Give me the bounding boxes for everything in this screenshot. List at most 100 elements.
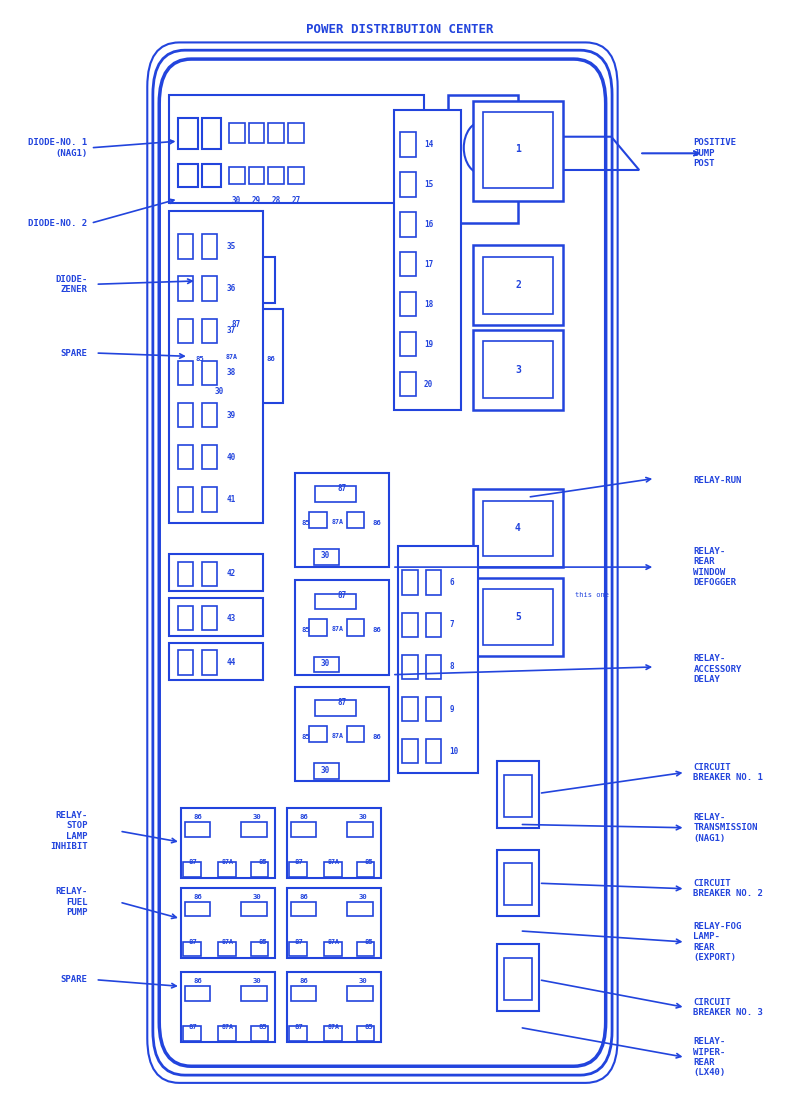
Text: 30: 30 <box>253 979 262 984</box>
Bar <box>290 986 316 1001</box>
Bar <box>400 172 416 197</box>
Text: 87: 87 <box>294 1023 303 1030</box>
Text: 2: 2 <box>515 280 521 290</box>
Bar <box>426 739 442 764</box>
Text: SPARE: SPARE <box>61 975 87 984</box>
Bar <box>402 697 418 722</box>
Bar <box>426 655 442 679</box>
Text: 87A: 87A <box>226 355 238 360</box>
Bar <box>314 764 339 778</box>
Text: 20: 20 <box>424 379 433 388</box>
Text: CIRCUIT
BREAKER NO. 2: CIRCUIT BREAKER NO. 2 <box>694 880 763 898</box>
Bar <box>426 697 442 722</box>
Text: RELAY-
TRANSMISSION
(NAG1): RELAY- TRANSMISSION (NAG1) <box>694 813 758 843</box>
Text: POWER DISTRIBUTION CENTER: POWER DISTRIBUTION CENTER <box>306 22 494 36</box>
Text: POSITIVE
JUMP
POST: POSITIVE JUMP POST <box>694 139 736 168</box>
Text: 85: 85 <box>258 940 267 945</box>
Bar <box>448 95 518 224</box>
Bar <box>474 101 562 201</box>
Text: 1: 1 <box>515 143 521 153</box>
Text: 86: 86 <box>194 894 202 900</box>
Bar <box>347 822 373 836</box>
Bar <box>286 807 381 877</box>
Bar <box>242 986 267 1001</box>
Bar <box>269 167 285 185</box>
Text: 30: 30 <box>214 387 224 396</box>
Bar <box>474 330 562 409</box>
Bar <box>498 944 538 1011</box>
Bar <box>202 445 217 469</box>
Bar <box>402 739 418 764</box>
Bar <box>203 347 221 364</box>
Bar <box>309 619 326 636</box>
Text: RELAY-
ACCESSORY
DELAY: RELAY- ACCESSORY DELAY <box>694 654 742 684</box>
Text: 40: 40 <box>226 453 235 461</box>
Text: DIODE-
ZENER: DIODE- ZENER <box>55 275 87 294</box>
Bar <box>209 322 250 337</box>
Text: 87A: 87A <box>332 626 344 633</box>
Bar <box>202 319 217 342</box>
Bar <box>309 726 326 743</box>
Text: 41: 41 <box>226 495 235 504</box>
Bar <box>185 986 210 1001</box>
Bar <box>202 403 217 427</box>
Text: 87: 87 <box>337 484 346 493</box>
Bar <box>347 986 373 1001</box>
Bar <box>286 972 381 1042</box>
Text: 28: 28 <box>272 196 281 205</box>
Text: RELAY-FOG
LAMP-
REAR
(EXPORT): RELAY-FOG LAMP- REAR (EXPORT) <box>694 922 742 962</box>
Text: 30: 30 <box>253 814 262 820</box>
Text: 86: 86 <box>300 894 309 900</box>
Bar <box>181 807 275 877</box>
Bar <box>183 1026 201 1041</box>
Bar <box>400 292 416 317</box>
Text: DIODE-NO. 1
(NAG1): DIODE-NO. 1 (NAG1) <box>28 138 87 158</box>
Bar <box>474 246 562 326</box>
Text: CIRCUIT
BREAKER NO. 1: CIRCUIT BREAKER NO. 1 <box>694 763 763 782</box>
Bar <box>178 360 193 385</box>
Text: 85: 85 <box>195 356 204 361</box>
Bar <box>202 235 217 259</box>
Bar <box>169 643 263 681</box>
Text: 30: 30 <box>321 552 330 560</box>
Bar <box>178 118 198 149</box>
Text: 85: 85 <box>301 627 310 634</box>
Bar <box>251 862 269 876</box>
Bar <box>314 594 356 609</box>
Bar <box>314 549 339 565</box>
Text: 87A: 87A <box>328 860 340 865</box>
Bar <box>218 862 236 876</box>
Text: RELAY-
REAR
WINDOW
DEFOGGER: RELAY- REAR WINDOW DEFOGGER <box>694 547 736 587</box>
Bar <box>202 118 222 149</box>
Text: 36: 36 <box>226 285 235 294</box>
Text: DIODE-NO. 2: DIODE-NO. 2 <box>28 219 87 228</box>
Bar <box>426 570 442 595</box>
Text: 7: 7 <box>450 620 454 629</box>
Bar <box>208 385 234 400</box>
Bar <box>169 211 263 523</box>
Bar <box>218 942 236 956</box>
Bar <box>483 257 553 315</box>
Bar <box>400 212 416 237</box>
Bar <box>202 277 217 301</box>
Bar <box>483 340 553 398</box>
Bar <box>474 578 562 656</box>
Bar <box>178 277 193 301</box>
Text: 87: 87 <box>337 698 346 707</box>
Bar <box>400 371 416 396</box>
Text: 87: 87 <box>188 860 197 865</box>
Bar <box>402 655 418 679</box>
Bar <box>357 1026 374 1041</box>
Text: 87A: 87A <box>222 1023 234 1030</box>
Text: 9: 9 <box>450 705 454 714</box>
Text: 19: 19 <box>424 339 433 349</box>
Bar <box>400 252 416 277</box>
Bar <box>346 512 364 528</box>
Bar <box>498 762 538 827</box>
Bar <box>202 606 217 631</box>
Text: 5: 5 <box>515 612 521 622</box>
Text: 6: 6 <box>450 578 454 587</box>
Bar <box>189 309 283 403</box>
Bar <box>346 726 364 743</box>
Bar <box>185 822 210 836</box>
